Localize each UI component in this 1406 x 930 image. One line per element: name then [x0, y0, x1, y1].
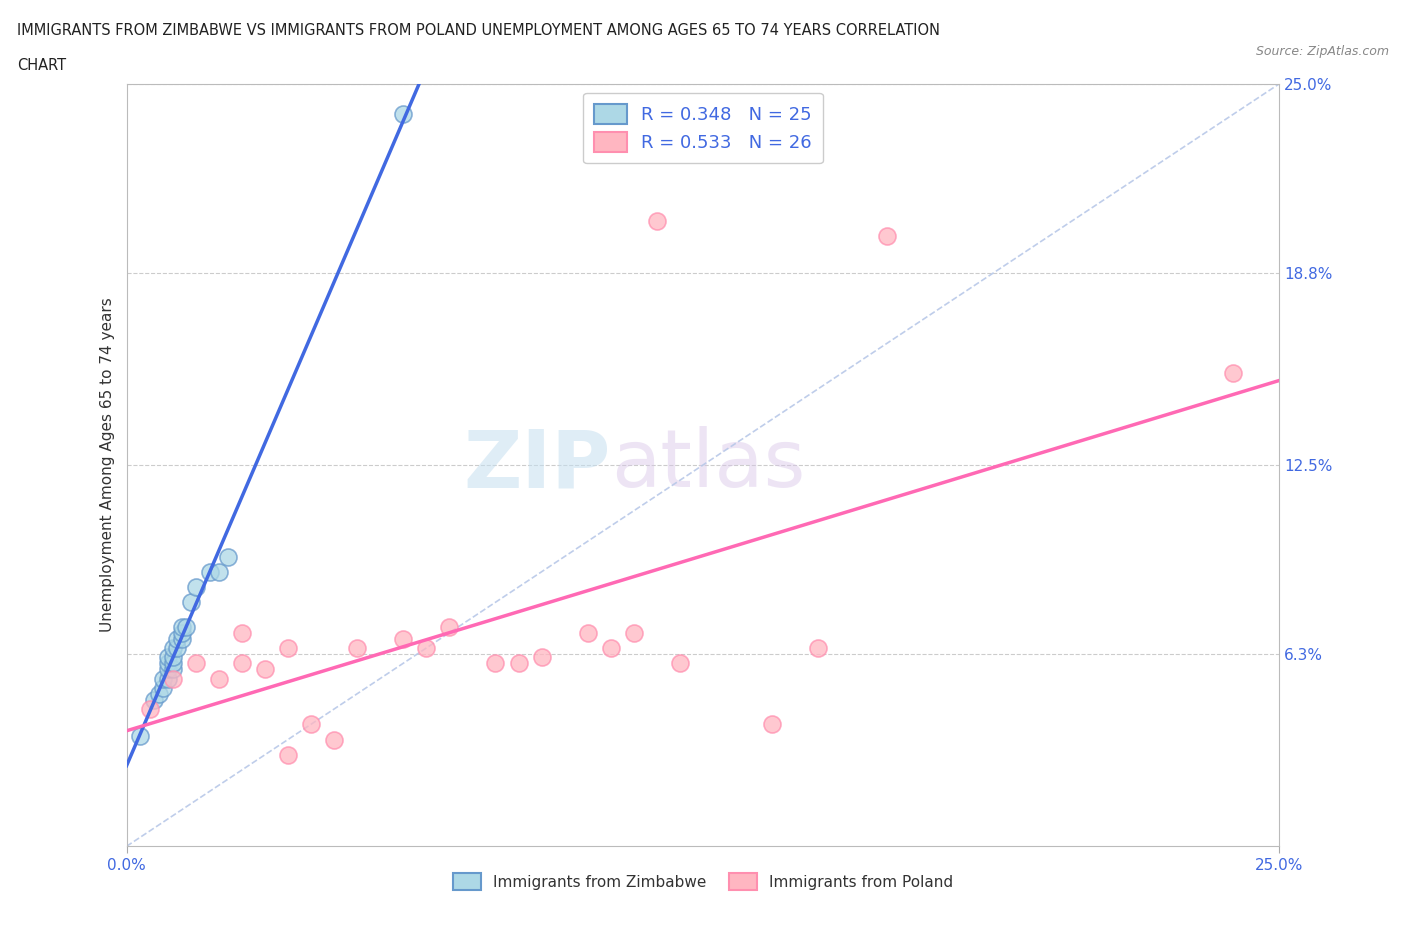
Point	[876, 229, 898, 244]
Point	[208, 565, 231, 579]
Text: CHART: CHART	[17, 58, 66, 73]
Point	[669, 656, 692, 671]
Point	[152, 671, 174, 686]
Point	[576, 625, 599, 640]
Point	[484, 656, 506, 671]
Point	[152, 680, 174, 695]
Point	[415, 641, 437, 656]
Point	[323, 732, 346, 747]
Point	[277, 641, 299, 656]
Point	[623, 625, 645, 640]
Point	[1222, 366, 1244, 381]
Point	[166, 631, 188, 646]
Point	[599, 641, 621, 656]
Text: atlas: atlas	[610, 426, 806, 504]
Point	[761, 717, 783, 732]
Point	[157, 662, 180, 677]
Point	[231, 656, 253, 671]
Point	[392, 107, 415, 122]
Point	[180, 595, 202, 610]
Point	[162, 641, 184, 656]
Point	[231, 625, 253, 640]
Point	[392, 631, 415, 646]
Text: Source: ZipAtlas.com: Source: ZipAtlas.com	[1256, 45, 1389, 58]
Point	[166, 641, 188, 656]
Point	[143, 693, 166, 708]
Text: IMMIGRANTS FROM ZIMBABWE VS IMMIGRANTS FROM POLAND UNEMPLOYMENT AMONG AGES 65 TO: IMMIGRANTS FROM ZIMBABWE VS IMMIGRANTS F…	[17, 23, 939, 38]
Point	[157, 671, 180, 686]
Point	[157, 656, 180, 671]
Point	[184, 656, 207, 671]
Point	[176, 619, 198, 634]
Point	[217, 549, 239, 564]
Point	[162, 650, 184, 665]
Point	[148, 686, 170, 701]
Point	[162, 662, 184, 677]
Point	[170, 619, 193, 634]
Point	[157, 650, 180, 665]
Point	[198, 565, 221, 579]
Point	[439, 619, 461, 634]
Point	[508, 656, 530, 671]
Text: ZIP: ZIP	[464, 426, 610, 504]
Point	[530, 650, 553, 665]
Point	[299, 717, 322, 732]
Point	[807, 641, 830, 656]
Point	[645, 214, 668, 229]
Point	[208, 671, 231, 686]
Point	[170, 625, 193, 640]
Point	[170, 631, 193, 646]
Point	[129, 729, 152, 744]
Y-axis label: Unemployment Among Ages 65 to 74 years: Unemployment Among Ages 65 to 74 years	[100, 298, 115, 632]
Point	[184, 579, 207, 594]
Point	[162, 656, 184, 671]
Point	[346, 641, 368, 656]
Point	[162, 671, 184, 686]
Point	[138, 701, 160, 716]
Legend: R = 0.348   N = 25, R = 0.533   N = 26: R = 0.348 N = 25, R = 0.533 N = 26	[583, 93, 823, 164]
Point	[253, 662, 276, 677]
Point	[277, 748, 299, 763]
